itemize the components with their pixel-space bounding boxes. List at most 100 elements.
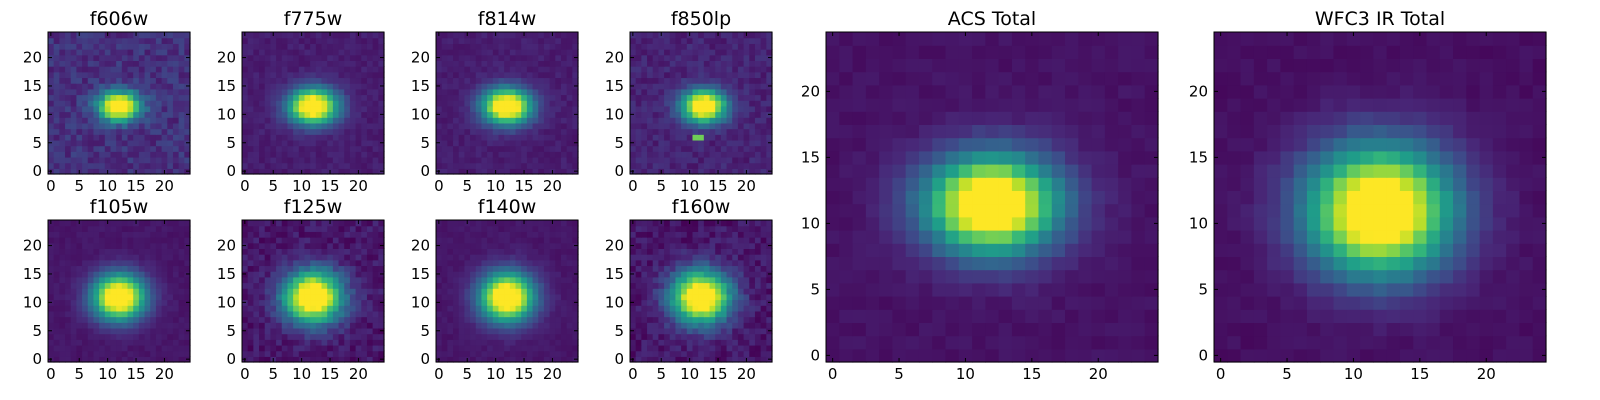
- heatmap-cell: [504, 356, 511, 363]
- heatmap-cell: [766, 100, 773, 107]
- y-tick-label: 0: [614, 162, 624, 180]
- heatmap-cell: [641, 49, 648, 56]
- heatmap-cell: [276, 151, 283, 158]
- heatmap-cell: [487, 288, 494, 295]
- heatmap-cell: [749, 37, 756, 44]
- heatmap-cell: [99, 134, 106, 141]
- heatmap-cell: [492, 231, 500, 238]
- heatmap-cell: [560, 88, 568, 96]
- heatmap-cell: [441, 288, 448, 295]
- heatmap-cell: [150, 271, 157, 278]
- heatmap-cell: [715, 37, 722, 44]
- heatmap-cell: [681, 32, 688, 39]
- heatmap-cell: [686, 293, 694, 301]
- heatmap-cell: [526, 134, 534, 141]
- heatmap-cell: [327, 248, 334, 255]
- heatmap-cell: [647, 288, 654, 295]
- heatmap-cell: [526, 66, 534, 73]
- heatmap-cell: [355, 271, 362, 278]
- heatmap-cell: [281, 43, 289, 50]
- heatmap-cell: [150, 100, 157, 107]
- heatmap-cell: [441, 237, 448, 244]
- heatmap-cell: [458, 344, 465, 352]
- heatmap-cell: [436, 88, 443, 96]
- heatmap-cell: [133, 344, 140, 352]
- heatmap-cell: [509, 60, 517, 67]
- heatmap-cell: [515, 49, 522, 56]
- heatmap-cell: [82, 327, 89, 335]
- heatmap-cell: [155, 49, 163, 56]
- heatmap-cell: [287, 356, 294, 363]
- heatmap-cell: [355, 111, 362, 118]
- heatmap-cell: [737, 139, 745, 147]
- heatmap-cell: [167, 88, 174, 96]
- heatmap-cell: [726, 128, 733, 135]
- heatmap-cell: [715, 156, 722, 164]
- heatmap-cell: [138, 156, 146, 164]
- heatmap-cell: [161, 83, 168, 90]
- heatmap-cell: [572, 231, 579, 238]
- heatmap-cell: [453, 83, 460, 90]
- heatmap-cell: [310, 156, 317, 164]
- heatmap-cell: [709, 305, 716, 312]
- heatmap-cell: [253, 168, 260, 175]
- heatmap-cell: [509, 117, 517, 124]
- heatmap-cell: [532, 254, 539, 261]
- heatmap-cell: [453, 139, 460, 147]
- heatmap-cell: [526, 339, 534, 346]
- heatmap-cell: [470, 151, 477, 158]
- heatmap-cell: [372, 339, 379, 346]
- heatmap-cell: [155, 66, 163, 73]
- heatmap-cell: [344, 156, 351, 164]
- heatmap-cell: [138, 339, 146, 346]
- heatmap-cell: [76, 100, 83, 107]
- heatmap-cell: [150, 83, 157, 90]
- heatmap-cell: [572, 49, 579, 56]
- heatmap-cell: [532, 66, 539, 73]
- heatmap-cell: [669, 316, 677, 323]
- heatmap-cell: [321, 265, 328, 272]
- heatmap-cell: [304, 83, 311, 90]
- heatmap-cell: [481, 242, 488, 249]
- heatmap-cell: [436, 145, 443, 152]
- heatmap-cell: [652, 77, 659, 84]
- heatmap-cell: [178, 32, 185, 39]
- heatmap-cell: [82, 139, 89, 147]
- heatmap-cell: [287, 128, 294, 135]
- heatmap-cell: [315, 327, 323, 335]
- heatmap-cell: [247, 310, 254, 318]
- heatmap-cell: [184, 322, 191, 329]
- heatmap-cell: [344, 128, 351, 135]
- heatmap-cell: [572, 316, 579, 323]
- heatmap-cell: [65, 248, 72, 255]
- heatmap-cell: [521, 151, 528, 158]
- heatmap-cell: [715, 77, 722, 84]
- heatmap-cell: [167, 220, 174, 227]
- heatmap-cell: [110, 145, 117, 152]
- heatmap-cell: [538, 77, 545, 84]
- heatmap-cell: [760, 88, 767, 96]
- heatmap-cell: [760, 66, 767, 73]
- heatmap-cell: [276, 66, 283, 73]
- heatmap-cell: [498, 111, 505, 118]
- heatmap-cell: [293, 83, 300, 90]
- heatmap-cell: [270, 288, 277, 295]
- heatmap-cell: [127, 134, 134, 141]
- heatmap-cell: [327, 316, 334, 323]
- heatmap-cell: [441, 43, 448, 50]
- heatmap-cell: [327, 71, 334, 79]
- heatmap-cell: [184, 350, 191, 357]
- heatmap-cell: [321, 293, 328, 301]
- heatmap-cell: [167, 322, 174, 329]
- heatmap-cell: [281, 128, 289, 135]
- heatmap-cell: [264, 225, 271, 232]
- heatmap-cell: [532, 105, 539, 113]
- heatmap-cell: [53, 299, 60, 306]
- heatmap-cell: [104, 271, 112, 278]
- heatmap-cell: [355, 248, 362, 255]
- heatmap-cell: [48, 288, 55, 295]
- heatmap-cell: [161, 231, 168, 238]
- heatmap-cell: [82, 344, 89, 352]
- heatmap-cell: [48, 60, 55, 67]
- heatmap-cell: [453, 77, 460, 84]
